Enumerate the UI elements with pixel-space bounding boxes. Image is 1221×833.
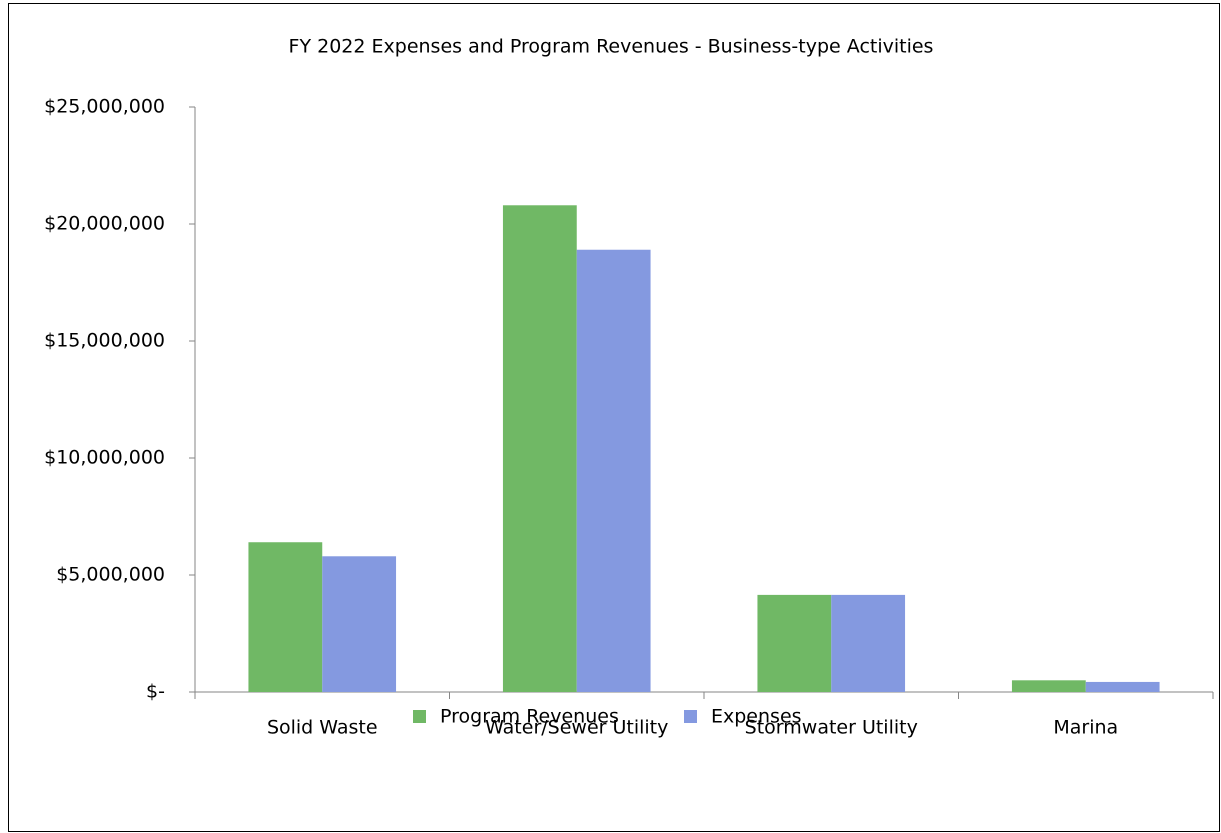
x-tick-label: Solid Waste <box>267 717 378 739</box>
legend-label: Expenses <box>711 706 802 728</box>
y-tick-label: $- <box>146 681 165 703</box>
legend-swatch <box>413 710 426 723</box>
legend-swatch <box>684 710 697 723</box>
bar <box>831 594 906 692</box>
y-tick-label: $10,000,000 <box>44 447 165 469</box>
bar <box>576 249 651 693</box>
y-tick-label: $25,000,000 <box>44 96 165 118</box>
bar <box>322 556 397 692</box>
x-tick-label: Water/Sewer Utility <box>485 717 668 739</box>
y-tick-label: $20,000,000 <box>44 213 165 235</box>
x-tick-label: Marina <box>1053 717 1118 739</box>
legend-label: Program Revenues <box>440 706 619 728</box>
bar <box>502 205 577 692</box>
bar <box>757 594 832 692</box>
x-tick-label: Stormwater Utility <box>745 717 918 739</box>
bar <box>248 542 323 692</box>
chart-title: FY 2022 Expenses and Program Revenues - … <box>289 36 934 58</box>
y-tick-label: $5,000,000 <box>56 564 165 586</box>
y-tick-label: $15,000,000 <box>44 330 165 352</box>
bar <box>1011 680 1086 692</box>
bar <box>1085 681 1160 692</box>
